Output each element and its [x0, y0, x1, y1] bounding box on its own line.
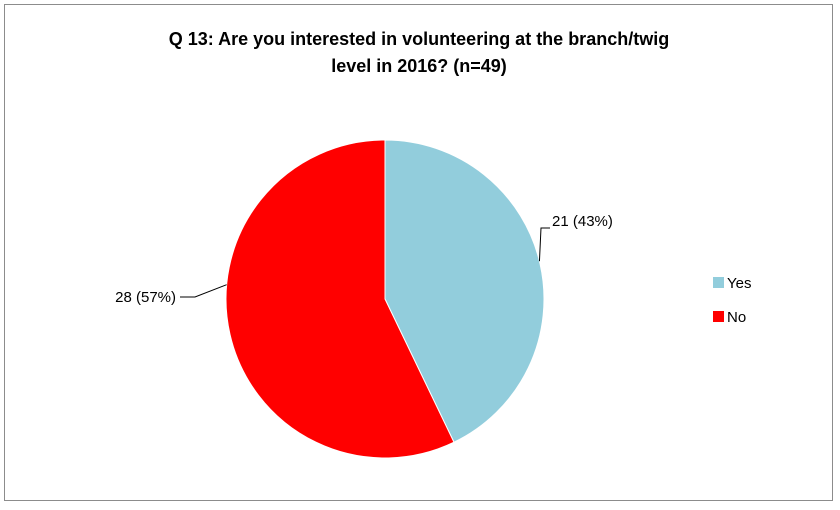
leader-line-yes [538, 227, 550, 262]
pie-slices [225, 139, 545, 459]
legend-swatch-no [713, 311, 724, 322]
leader-line-no [180, 284, 227, 298]
leader-lines [180, 227, 550, 298]
chart-title-line-1: Q 13: Are you interested in volunteering… [169, 29, 669, 49]
legend-label-no: No [727, 309, 746, 326]
data-label-no: 28 (57%) [115, 289, 176, 306]
data-label-yes: 21 (43%) [552, 213, 613, 230]
pie-slice-no [225, 139, 455, 459]
legend-label-yes: Yes [727, 275, 751, 292]
legend: Yes No [713, 275, 751, 326]
legend-swatch-yes [713, 277, 724, 288]
pie-slice-yes [384, 139, 545, 443]
chart-title-line-2: level in 2016? (n=49) [331, 56, 507, 76]
